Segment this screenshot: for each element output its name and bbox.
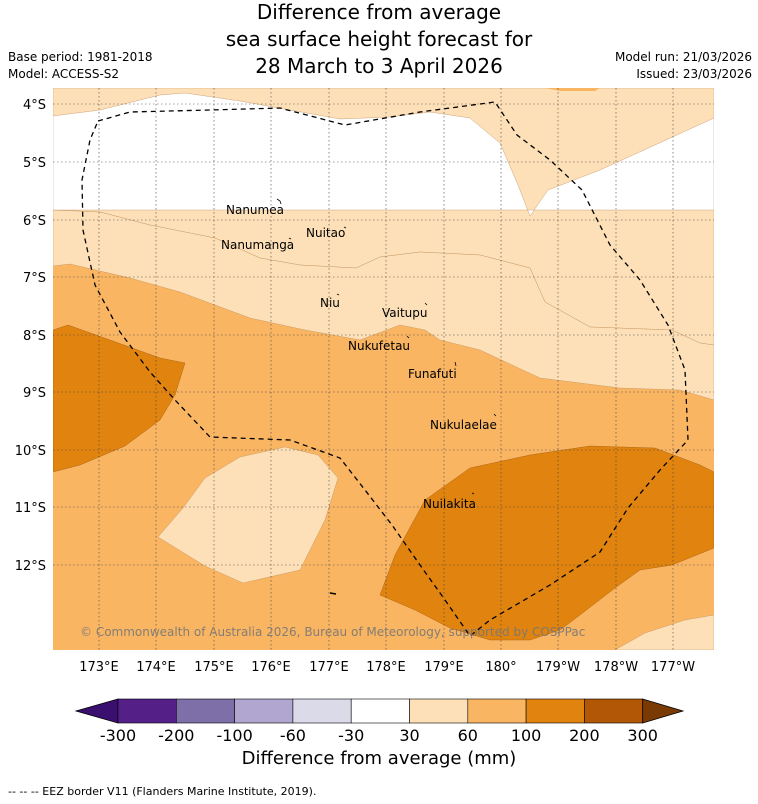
fill-30-60-lower-band bbox=[53, 209, 714, 401]
colorbar-label: 60 bbox=[458, 726, 478, 745]
lat-tick-label: 8°S bbox=[23, 329, 46, 344]
place-label: Nanumea bbox=[226, 203, 284, 217]
lat-tick-label: 10°S bbox=[15, 444, 46, 459]
title-line-1: Difference from average bbox=[256, 0, 502, 24]
colorbar-segment bbox=[409, 698, 469, 724]
colorbar-label: -300 bbox=[100, 726, 136, 745]
lon-tick-label: 177°E bbox=[309, 660, 349, 675]
colorbar-segment bbox=[176, 698, 235, 724]
meta-left: Base period: 1981-2018 Model: ACCESS-S2 bbox=[8, 49, 153, 83]
fill-100-200-southeast bbox=[379, 445, 714, 641]
title-line-2: sea surface height forecast for bbox=[225, 27, 533, 51]
colorbar-label: 30 bbox=[399, 726, 419, 745]
place-label: Vaitupu bbox=[382, 306, 428, 320]
fill-100-200-west bbox=[53, 324, 186, 473]
colorbar-label: -200 bbox=[158, 726, 194, 745]
eez-border bbox=[81, 101, 689, 637]
base-period: Base period: 1981-2018 bbox=[8, 50, 153, 64]
colorbar-segment bbox=[117, 698, 177, 724]
island-markers bbox=[276, 198, 497, 595]
colorbar-label: -30 bbox=[338, 726, 364, 745]
place-label: Nanumanga bbox=[221, 238, 294, 252]
contour-fills bbox=[53, 88, 714, 650]
lat-tick-label: 5°S bbox=[23, 156, 46, 171]
colorbar-title: Difference from average (mm) bbox=[241, 748, 517, 769]
colorbar-label: 200 bbox=[569, 726, 600, 745]
colorbar-segment bbox=[467, 698, 527, 724]
map-title: Difference from average sea surface heig… bbox=[0, 0, 758, 80]
colorbar-extend-high bbox=[642, 698, 685, 724]
lon-tick-label: 179°E bbox=[424, 660, 464, 675]
place-label: Nukulaelae bbox=[430, 418, 497, 432]
lon-tick-label: 178°E bbox=[366, 660, 406, 675]
place-label: Nukufetau bbox=[348, 339, 410, 353]
fill-30-60-southeast-corner bbox=[614, 614, 714, 650]
lat-tick-label: 11°S bbox=[15, 501, 46, 516]
colorbar-segment bbox=[584, 698, 644, 724]
lon-tick-label: 173°E bbox=[79, 660, 119, 675]
place-labels: Nanumea Nuitao Nanumanga Niu Vaitupu Nuk… bbox=[221, 203, 497, 511]
lon-tick-label: 178°W bbox=[594, 660, 638, 675]
issued-date: Issued: 23/03/2026 bbox=[636, 67, 752, 81]
model-run: Model run: 21/03/2026 bbox=[614, 50, 752, 64]
fill-white-north bbox=[53, 92, 714, 217]
lat-tick-label: 7°S bbox=[23, 271, 46, 286]
lon-tick-labels: 173°E 174°E 175°E 176°E 177°E 178°E 179°… bbox=[79, 660, 695, 675]
lon-tick-label: 180° bbox=[485, 660, 516, 675]
colorbar-segment bbox=[292, 698, 352, 724]
lat-tick-labels: 4°S 5°S 6°S 7°S 8°S 9°S 10°S 11°S 12°S bbox=[15, 98, 46, 574]
title-line-3: 28 March to 3 April 2026 bbox=[255, 54, 503, 78]
colorbar-label: -100 bbox=[216, 726, 252, 745]
lat-tick-label: 4°S bbox=[23, 98, 46, 113]
place-label: Nuitao bbox=[306, 226, 345, 240]
colorbar-extend-low bbox=[74, 698, 119, 724]
lon-tick-label: 179°W bbox=[536, 660, 580, 675]
place-label: Funafuti bbox=[408, 367, 457, 381]
fill-60-100-top-sliver bbox=[545, 88, 600, 91]
colorbar-segment bbox=[525, 698, 585, 724]
lat-tick-label: 12°S bbox=[15, 559, 46, 574]
lon-tick-label: 175°E bbox=[194, 660, 234, 675]
fill-30-60-southwest-patch bbox=[157, 446, 339, 584]
eez-footnote: -- -- -- EEZ border V11 (Flanders Marine… bbox=[8, 785, 317, 798]
colorbar-label: 100 bbox=[511, 726, 542, 745]
lon-tick-label: 176°E bbox=[251, 660, 291, 675]
place-label: Nuilakita bbox=[423, 497, 476, 511]
colorbar: -300 -200 -100 -60 -30 30 60 100 200 300 bbox=[74, 698, 685, 745]
lon-tick-label: 177°W bbox=[651, 660, 695, 675]
lon-tick-label: 174°E bbox=[136, 660, 176, 675]
colorbar-label: 300 bbox=[627, 726, 658, 745]
colorbar-segment bbox=[234, 698, 294, 724]
place-label: Niu bbox=[320, 296, 340, 310]
lat-tick-label: 9°S bbox=[23, 386, 46, 401]
model-name: Model: ACCESS-S2 bbox=[8, 67, 120, 81]
copyright-notice: © Commonwealth of Australia 2026, Bureau… bbox=[80, 625, 585, 639]
meta-right: Model run: 21/03/2026 Issued: 23/03/2026 bbox=[615, 49, 752, 83]
colorbar-label: -60 bbox=[280, 726, 306, 745]
colorbar-segment bbox=[350, 698, 410, 724]
lat-tick-label: 6°S bbox=[23, 214, 46, 229]
graticule bbox=[53, 88, 714, 650]
